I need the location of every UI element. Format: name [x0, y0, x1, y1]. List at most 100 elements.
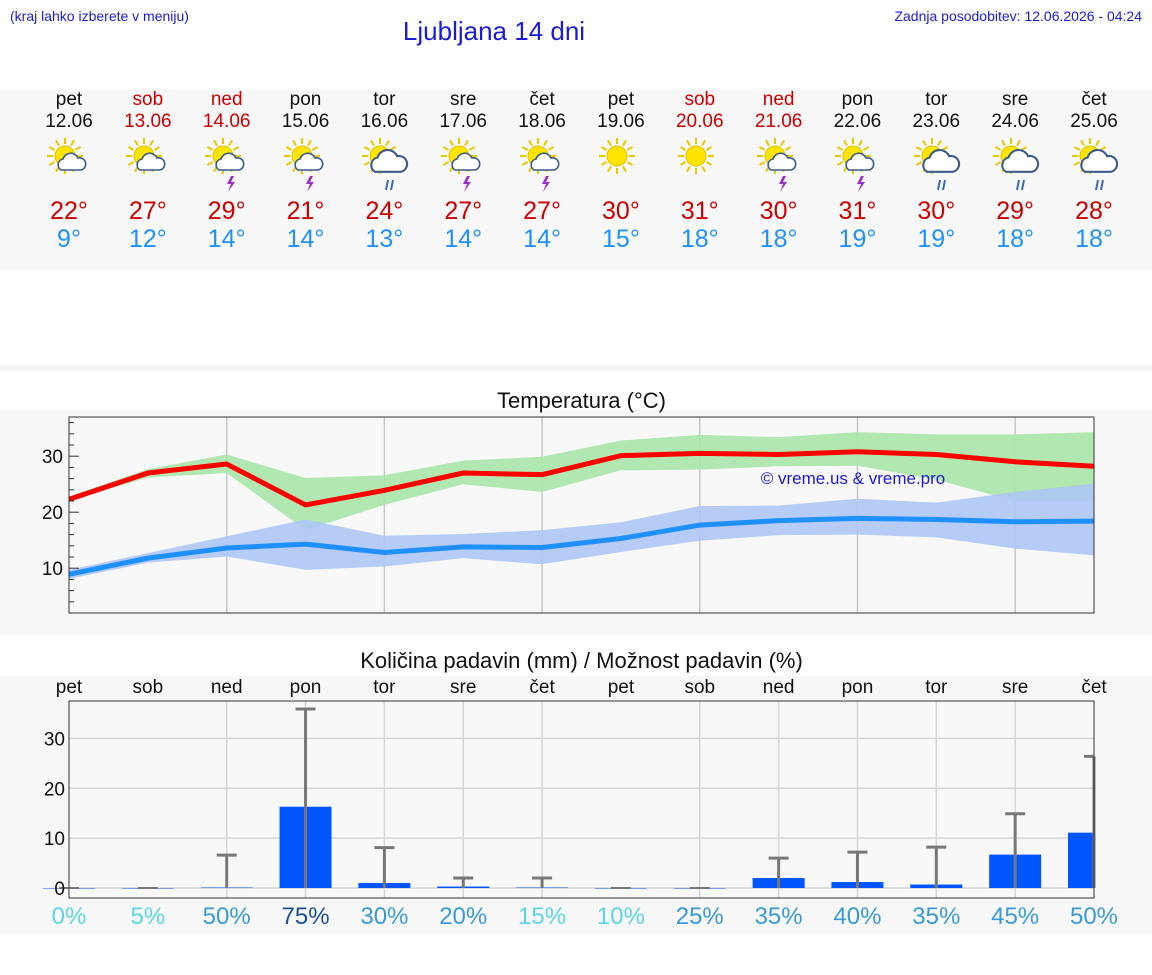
y-tick-label: 10 [44, 829, 65, 850]
sun-storm-icon [512, 134, 572, 196]
min-temperature: 15° [602, 225, 640, 253]
day-name: ned [210, 89, 243, 110]
precipitation-chance: 35% [754, 903, 803, 930]
x-tick-label: ned [211, 677, 243, 698]
temperature-chart: Temperatura (°C) © vreme.us & vreme.pro 10… [42, 388, 1095, 614]
max-temperature-band [69, 432, 1094, 531]
max-temperature: 30° [917, 197, 956, 225]
chart-title: Količina padavin (mm) / Možnost padavin … [360, 648, 803, 673]
max-temperature: 27° [523, 197, 561, 225]
day-name: pet [55, 89, 83, 110]
min-temperature: 14° [444, 225, 483, 253]
sun-icon [591, 134, 651, 196]
x-tick-label: pet [608, 677, 635, 698]
sun-storm-icon [749, 134, 809, 196]
location-hint[interactable]: (kraj lahko izberete v meniju) [10, 8, 189, 24]
max-temperature: 31° [680, 197, 719, 225]
day-date: 17.06 [439, 111, 487, 132]
plot-frame [68, 416, 1095, 614]
sun-cloud-icon [39, 134, 99, 196]
precipitation-chance: 40% [833, 903, 882, 930]
max-temperature: 22° [50, 197, 88, 225]
min-temperature: 13° [365, 225, 404, 253]
max-temperature: 30° [759, 197, 798, 225]
min-temperature: 19° [838, 225, 877, 253]
day-date: 19.06 [597, 111, 645, 132]
day-date: 23.06 [912, 111, 961, 132]
precipitation-chance: 30% [360, 903, 409, 930]
x-tick-label: pet [56, 677, 83, 698]
max-temperature: 28° [1075, 197, 1113, 225]
min-temperature: 12° [128, 225, 167, 253]
min-temperature: 18° [1075, 225, 1113, 253]
max-temperature: 30° [602, 197, 640, 225]
day-name: sob [684, 89, 716, 110]
watermark: © vreme.us & vreme.pro [761, 469, 945, 488]
day-name: sre [1001, 89, 1029, 110]
day-date: 25.06 [1070, 111, 1118, 132]
day-date: 16.06 [360, 111, 409, 132]
day-date: 13.06 [124, 111, 172, 132]
min-temperature: 18° [759, 225, 798, 253]
day-name: sre [450, 89, 477, 110]
sun-rain-icon [354, 134, 414, 196]
y-tick-label: 20 [42, 503, 63, 524]
precipitation-chance: 0% [51, 903, 87, 930]
min-temperature: 18° [680, 225, 719, 253]
precipitation-chance: 10% [596, 903, 645, 930]
max-temperature: 31° [838, 197, 877, 225]
x-tick-label: čet [529, 677, 555, 698]
y-tick-label: 0 [54, 879, 65, 900]
x-tick-label: sob [684, 677, 715, 698]
forecast-strip-background [0, 90, 1152, 270]
precipitation-chance: 5% [130, 903, 166, 930]
plot-frame [68, 700, 1095, 899]
day-name: ned [762, 89, 795, 110]
sun-rain-icon [1064, 134, 1124, 196]
min-temperature: 9° [57, 225, 81, 253]
day-date: 18.06 [518, 111, 566, 132]
day-name: sob [132, 89, 164, 110]
separator [0, 365, 1152, 371]
max-temperature: 27° [444, 197, 483, 225]
precipitation-chance: 20% [439, 903, 488, 930]
page-title: Ljubljana 14 dni [402, 16, 586, 46]
day-name: pon [289, 89, 322, 110]
y-tick-label: 10 [42, 559, 63, 580]
sun-icon [670, 134, 730, 196]
max-temperature: 29° [207, 197, 246, 225]
sun-storm-icon [827, 134, 887, 196]
day-date: 20.06 [675, 111, 724, 132]
x-tick-label: sre [1002, 677, 1028, 698]
x-tick-label: tor [925, 677, 948, 698]
day-name: tor [373, 89, 396, 110]
precipitation-chance: 45% [991, 903, 1040, 930]
sun-storm-icon [433, 134, 493, 196]
x-tick-label: čet [1081, 677, 1107, 698]
max-temperature: 27° [128, 197, 167, 225]
chart-title: Temperatura (°C) [497, 388, 666, 413]
precipitation-chance: 50% [202, 903, 251, 930]
precipitation-bar [1068, 832, 1094, 889]
sun-rain-icon [906, 134, 966, 196]
x-tick-label: sre [450, 677, 476, 698]
min-temperature: 18° [996, 225, 1035, 253]
x-tick-label: tor [373, 677, 396, 698]
day-date: 22.06 [833, 111, 882, 132]
day-date: 12.06 [45, 111, 93, 132]
sun-storm-icon [197, 134, 257, 196]
x-tick-label: pon [842, 677, 874, 698]
precipitation-chance: 15% [518, 903, 567, 930]
min-temperature: 14° [523, 225, 561, 253]
x-tick-label: ned [763, 677, 795, 698]
x-tick-label: sob [133, 677, 164, 698]
precipitation-chance: 75% [281, 903, 330, 930]
precipitation-chance: 50% [1069, 903, 1119, 930]
day-name: pet [607, 89, 635, 110]
plot-area [69, 701, 1094, 898]
day-name: čet [1081, 89, 1107, 110]
sun-rain-icon [985, 134, 1045, 196]
max-temperature-line [68, 449, 1095, 508]
sun-cloud-icon [118, 134, 178, 196]
min-temperature: 14° [207, 225, 246, 253]
